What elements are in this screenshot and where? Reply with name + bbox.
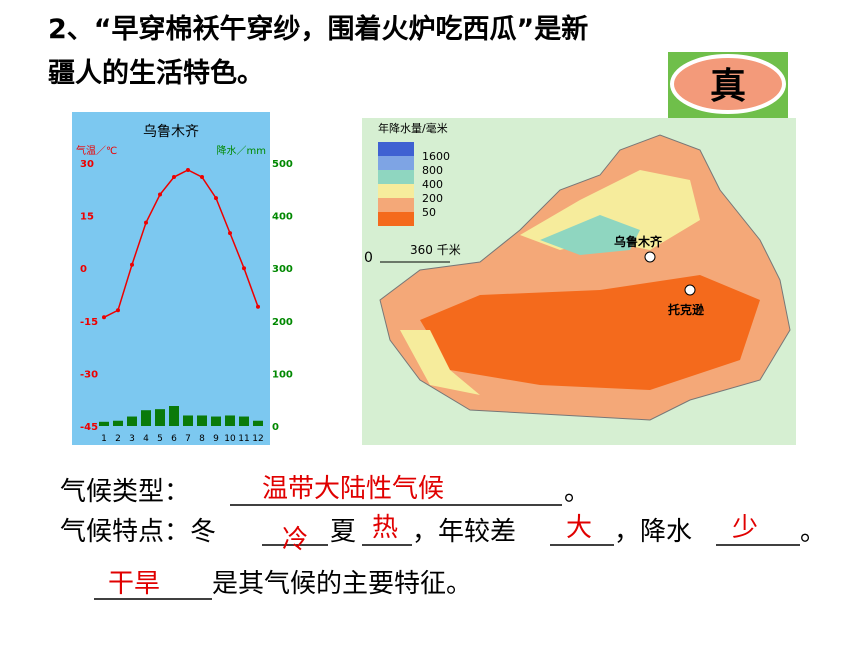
x-tick-label: 6 [171, 434, 177, 444]
legend-swatch [378, 198, 414, 212]
precip-bar [197, 415, 207, 426]
temp-point [102, 315, 106, 320]
precip-bar [113, 420, 123, 426]
city-label: 托克逊 [668, 302, 704, 317]
temp-point [256, 304, 260, 309]
answer: 冷 [282, 525, 308, 555]
y2-tick-label: 300 [272, 264, 293, 275]
temp-point [242, 266, 246, 271]
x-tick-label: 8 [199, 434, 205, 444]
label: ，降水 [614, 517, 692, 547]
question-line: 2、“早穿棉袄午穿纱，围着火炉吃西瓜”是新 [48, 13, 588, 45]
temp-point [200, 175, 204, 180]
y-tick-label: 30 [80, 159, 94, 170]
precip-bar [183, 415, 193, 426]
label: 气候特点：冬 [60, 517, 216, 547]
x-tick-label: 11 [238, 434, 249, 444]
temp-line [103, 169, 259, 318]
legend-label: 800 [422, 164, 443, 177]
y2-tick-label: 100 [272, 369, 293, 380]
legend-swatch [378, 212, 414, 226]
precip-bar [239, 416, 249, 426]
scale-zero: 0 [364, 250, 373, 266]
x-tick-label: 3 [129, 434, 135, 444]
precip-bar [225, 415, 235, 426]
answer: 干旱 [108, 569, 160, 599]
x-tick-label: 1 [101, 434, 107, 444]
label: 。 [564, 477, 590, 507]
legend-label: 50 [422, 206, 436, 219]
y2-tick-label: 0 [272, 422, 279, 433]
map-zone [540, 215, 640, 255]
temp-point [116, 308, 120, 313]
x-tick-label: 9 [213, 434, 219, 444]
answer: 热 [372, 513, 398, 543]
city-dot [684, 284, 696, 296]
temp-point [186, 168, 190, 173]
legend-label: 200 [422, 192, 443, 205]
x-tick-label: 5 [157, 434, 163, 444]
axis-label: 降水／mm [217, 144, 266, 157]
x-tick-label: 7 [185, 434, 191, 444]
temp-point [144, 220, 148, 225]
question-line: 疆人的生活特色。 [48, 57, 264, 89]
y-tick-label: -45 [80, 422, 98, 433]
y-tick-label: -15 [80, 317, 98, 328]
answer: 少 [732, 513, 758, 543]
temp-point [172, 175, 176, 180]
chart-bg [72, 112, 270, 445]
label: ，年较差 [412, 517, 516, 547]
y-tick-label: 15 [80, 212, 94, 223]
precip-bar [211, 416, 221, 426]
legend-swatch [378, 170, 414, 184]
city-dot [644, 251, 656, 263]
legend-label: 1600 [422, 150, 450, 163]
temp-point [214, 196, 218, 201]
scale-label: 360 千米 [410, 243, 461, 257]
legend-title: 年降水量/毫米 [378, 121, 448, 135]
answer: 大 [566, 513, 592, 543]
map-zone [400, 330, 480, 395]
legend-label: 400 [422, 178, 443, 191]
city-label: 乌鲁木齐 [614, 234, 663, 249]
precip-bar [169, 406, 179, 426]
precip-bar [127, 416, 137, 426]
x-tick-label: 4 [143, 434, 149, 444]
y2-tick-label: 400 [272, 212, 293, 223]
stamp-oval [670, 54, 786, 114]
temp-point [228, 231, 232, 236]
y-tick-label: -30 [80, 369, 98, 380]
temp-point [130, 262, 134, 267]
precip-bar [99, 421, 109, 426]
precip-bar [141, 410, 151, 426]
label: 是其气候的主要特征。 [212, 569, 472, 599]
label: 夏 [330, 517, 356, 547]
temp-point [158, 192, 162, 197]
x-tick-label: 10 [224, 434, 236, 444]
legend-swatch [378, 184, 414, 198]
x-tick-label: 2 [115, 434, 121, 444]
y2-tick-label: 200 [272, 317, 293, 328]
precip-bar [155, 409, 165, 426]
chart-title: 乌鲁木齐 [143, 124, 199, 140]
map-zone [420, 275, 760, 390]
precip-bar [253, 420, 263, 426]
legend-swatch [378, 156, 414, 170]
answer: 温带大陆性气候 [262, 474, 444, 504]
y2-tick-label: 500 [272, 159, 293, 170]
y-tick-label: 0 [80, 264, 87, 275]
label: 。 [800, 517, 826, 547]
axis-label: 气温／℃ [76, 144, 117, 157]
legend-swatch [378, 142, 414, 156]
x-tick-label: 12 [252, 434, 263, 444]
label: 气候类型： [60, 477, 190, 507]
stamp-text: 真 [710, 66, 746, 107]
